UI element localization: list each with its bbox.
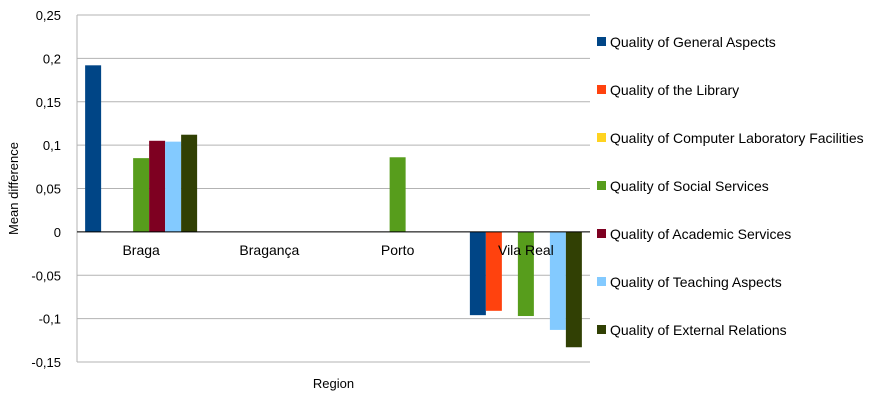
category-labels: Braga Bragança Porto Vila Real [122, 242, 553, 258]
legend-swatch [597, 133, 606, 142]
y-tick-labels: 0,25 0,2 0,15 0,1 0,05 0 -0,05 -0,1 -0,15 [31, 8, 61, 370]
legend-swatch [597, 325, 606, 334]
axes [76, 15, 590, 362]
bar [181, 134, 198, 232]
legend-label: Quality of Teaching Aspects [610, 274, 782, 290]
y-tick-label: 0,05 [36, 182, 61, 197]
legend-swatch [597, 37, 606, 46]
legend-swatch [597, 181, 606, 190]
legend-swatch [597, 229, 606, 238]
bar [469, 231, 486, 316]
category-label: Porto [381, 242, 415, 258]
legend-swatch [597, 85, 606, 94]
legend-label: Quality of Computer Laboratory Facilitie… [610, 130, 864, 146]
category-label: Bragança [239, 242, 299, 258]
legend-label: Quality of General Aspects [610, 34, 776, 50]
bars [85, 65, 582, 348]
y-tick-label: -0,05 [31, 268, 61, 283]
category-label: Braga [122, 242, 160, 258]
y-tick-label: 0,15 [36, 95, 61, 110]
legend-label: Quality of Social Services [610, 178, 769, 194]
bar [85, 65, 102, 232]
y-axis-title: Mean difference [6, 142, 21, 235]
legend-label: Quality of the Library [610, 82, 739, 98]
y-tick-label: 0,25 [36, 8, 61, 23]
bar [149, 140, 166, 232]
bar [485, 231, 502, 311]
y-tick-label: 0 [54, 225, 61, 240]
x-axis-title: Region [313, 376, 354, 391]
y-tick-label: 0,2 [43, 51, 61, 66]
legend-label: Quality of Academic Services [610, 226, 791, 242]
bar [565, 231, 582, 348]
y-tick-label: -0,15 [31, 355, 61, 370]
bar [133, 158, 150, 232]
legend-label: Quality of External Relations [610, 322, 787, 338]
legend-swatch [597, 277, 606, 286]
category-label: Vila Real [498, 242, 554, 258]
legend: Quality of General Aspects Quality of the… [597, 34, 864, 338]
bar [517, 231, 534, 317]
bar [549, 231, 566, 330]
bar [389, 157, 406, 232]
bar [165, 141, 182, 232]
y-tick-label: -0,1 [39, 312, 61, 327]
y-tick-label: 0,1 [43, 138, 61, 153]
